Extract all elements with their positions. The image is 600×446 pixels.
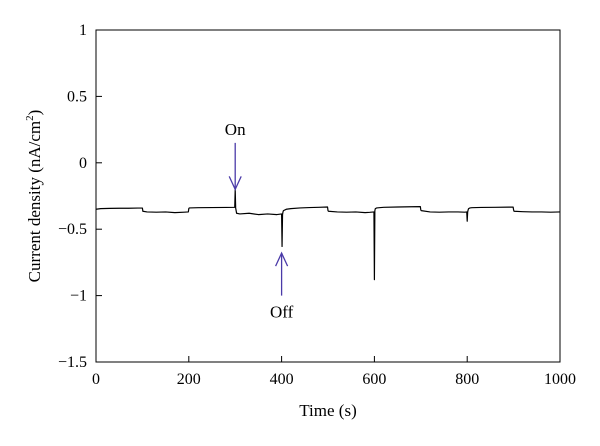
x-tick-label: 0 — [92, 371, 100, 388]
x-tick-label: 400 — [270, 371, 294, 388]
annotation-arrow-head — [228, 176, 242, 191]
x-tick-label: 1000 — [544, 371, 576, 388]
y-tick-label: −0.5 — [58, 221, 87, 238]
annotation-label: On — [225, 120, 246, 139]
x-axis-title: Time (s) — [299, 401, 356, 420]
y-tick-label: −1.5 — [58, 354, 87, 371]
y-tick-label: 0 — [79, 155, 87, 172]
ticks-layer: 0 200 400 600 800 1000 1 0.5 0 −0.5 −1 −1.5 — [58, 22, 576, 388]
annotation-layer: On Off — [225, 120, 294, 322]
y-axis-title-close: ) — [25, 110, 44, 116]
annotation-off: Off — [270, 251, 294, 322]
annotation-on: On — [225, 120, 246, 191]
y-tick-label: 1 — [79, 22, 87, 39]
x-tick-label: 600 — [362, 371, 386, 388]
current-density-line — [95, 188, 561, 281]
x-tick-label: 800 — [455, 371, 479, 388]
y-axis-title-superscript: 2 — [24, 115, 36, 121]
y-tick-label: −1 — [70, 288, 87, 305]
line-layer — [95, 188, 561, 281]
annotation-label: Off — [270, 303, 294, 322]
plot-frame — [95, 29, 561, 363]
y-tick-label: 0.5 — [67, 88, 87, 105]
y-axis-title-main: Current density (nA/cm — [25, 121, 44, 282]
annotation-arrow-head — [275, 251, 289, 267]
x-tick-label: 200 — [177, 371, 201, 388]
y-axis-title: Current density (nA/cm2) — [24, 110, 44, 283]
